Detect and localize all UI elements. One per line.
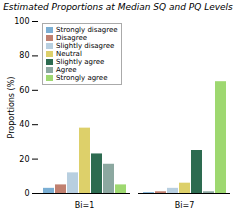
svg-text:Bi=7: Bi=7 (175, 202, 195, 211)
html-text:Slightly disagree: Slightly disagree (56, 42, 115, 51)
html-text:Neutral: Neutral (56, 50, 82, 59)
html-text:Disagree: Disagree (56, 34, 88, 43)
svg-text:Bi=1: Bi=1 (75, 202, 95, 211)
svg-text:Proportions (%): Proportions (%) (7, 77, 16, 139)
svg-text:40: 40 (19, 121, 29, 130)
svg-text:100: 100 (14, 17, 29, 26)
svg-text:60: 60 (19, 86, 29, 95)
html-text:Strongly agree: Strongly agree (56, 74, 108, 83)
html-text:Slightly agree: Slightly agree (56, 58, 105, 67)
html-text:Agree: Agree (56, 66, 77, 75)
html-text:Strongly disagree: Strongly disagree (56, 26, 118, 35)
svg-text:80: 80 (19, 52, 29, 61)
svg-text:0: 0 (24, 189, 29, 198)
svg-text:20: 20 (19, 155, 29, 164)
html-text:Estimated Proportions at Media: Estimated Proportions at Median SQ and P… (3, 2, 233, 12)
